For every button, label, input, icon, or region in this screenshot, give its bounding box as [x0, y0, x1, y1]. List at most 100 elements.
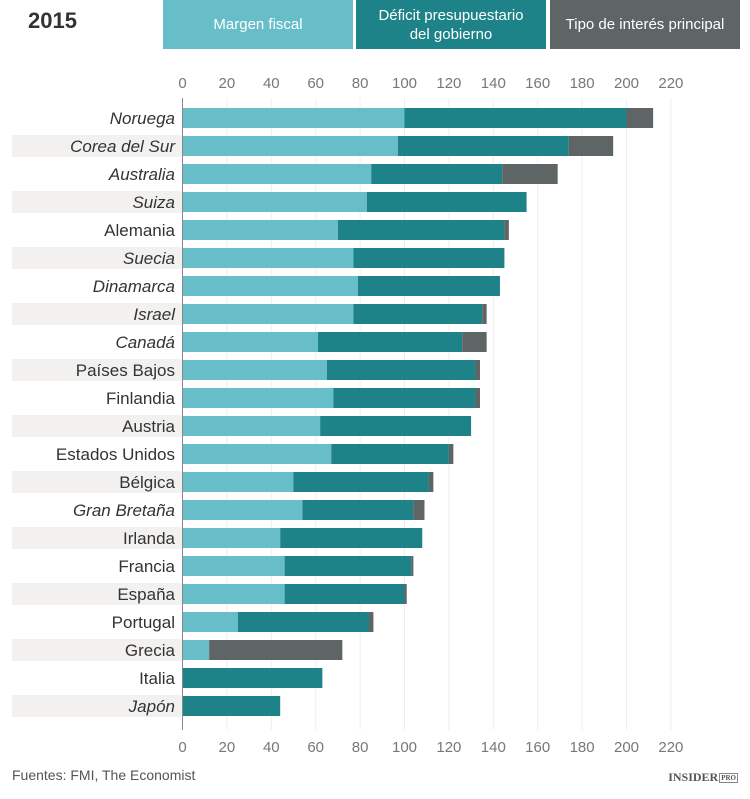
- bar-segment-deficit: [366, 192, 527, 212]
- bar-segment-margen-fiscal: [182, 612, 238, 632]
- label-stripe: [12, 695, 183, 717]
- category-label: Suiza: [132, 193, 175, 212]
- category-label: Irlanda: [123, 529, 176, 548]
- x-tick-label: 100: [392, 739, 417, 756]
- x-tick-label: 140: [481, 739, 506, 756]
- bar-segment-deficit: [397, 136, 569, 156]
- x-tick-label: 200: [614, 739, 639, 756]
- category-label: Israel: [133, 305, 176, 324]
- legend-deficit: Déficit presupuestario del gobierno: [356, 0, 546, 49]
- category-label: Estados Unidos: [56, 445, 175, 464]
- label-stripe: [12, 639, 183, 661]
- bar-segment-deficit: [326, 360, 476, 380]
- x-tick-label: 160: [525, 75, 550, 92]
- category-label: Portugal: [112, 613, 175, 632]
- category-label: Noruega: [110, 109, 175, 128]
- category-label: Corea del Sur: [70, 137, 176, 156]
- bar-segment-margen-fiscal: [182, 500, 303, 520]
- bar-segment-margen-fiscal: [182, 136, 398, 156]
- bar-segment-margen-fiscal: [182, 304, 354, 324]
- bar-segment-margen-fiscal: [182, 472, 294, 492]
- bar-segment-deficit: [182, 696, 281, 716]
- x-tick-label: 20: [219, 75, 236, 92]
- label-stripe: [12, 527, 183, 549]
- x-tick-label: 0: [178, 75, 186, 92]
- bar-segment-margen-fiscal: [182, 108, 405, 128]
- bar-segment-deficit: [293, 472, 429, 492]
- bar-segment-deficit: [284, 584, 405, 604]
- bar-segment-tipo-interes: [568, 136, 614, 156]
- bar-segment-deficit: [337, 220, 505, 240]
- label-stripe: [12, 471, 183, 493]
- x-tick-label: 40: [263, 75, 280, 92]
- legend-label: Tipo de interés principal: [565, 16, 725, 33]
- category-label: Alemania: [104, 221, 175, 240]
- x-tick-label: 60: [307, 75, 324, 92]
- label-stripe: [12, 191, 183, 213]
- category-label: Japón: [128, 697, 175, 716]
- legend-margen-fiscal: Margen fiscal: [163, 0, 353, 49]
- x-tick-label: 120: [436, 739, 461, 756]
- bar-segment-margen-fiscal: [182, 444, 332, 464]
- source-note: Fuentes: FMI, The Economist: [12, 767, 196, 783]
- bar-segment-tipo-interes: [368, 612, 374, 632]
- bar-segment-deficit: [353, 248, 505, 268]
- bar-segment-margen-fiscal: [182, 556, 285, 576]
- category-label: Dinamarca: [93, 277, 175, 296]
- bar-segment-margen-fiscal: [182, 332, 318, 352]
- label-stripe: [12, 303, 183, 325]
- bar-segment-deficit: [404, 108, 627, 128]
- bar-segment-margen-fiscal: [182, 164, 372, 184]
- bar-segment-deficit: [333, 388, 476, 408]
- x-tick-label: 220: [658, 739, 683, 756]
- category-label: Francia: [118, 557, 175, 576]
- bar-segment-tipo-interes: [475, 360, 480, 380]
- x-tick-label: 120: [436, 75, 461, 92]
- insider-pro-logo: INSIDER PRO: [668, 770, 738, 785]
- x-tick-label: 100: [392, 75, 417, 92]
- bar-segment-tipo-interes: [482, 304, 487, 324]
- bar-segment-margen-fiscal: [182, 360, 327, 380]
- chart-title: 2015: [28, 8, 77, 33]
- bar-segment-margen-fiscal: [182, 584, 285, 604]
- bar-segment-margen-fiscal: [182, 388, 334, 408]
- bar-segment-tipo-interes: [626, 108, 654, 128]
- bar-segment-deficit: [302, 500, 414, 520]
- bar-segment-tipo-interes: [504, 220, 509, 240]
- x-tick-label: 80: [352, 739, 369, 756]
- bar-segment-deficit: [371, 164, 503, 184]
- legend-tipo-interes: Tipo de interés principal: [550, 0, 740, 49]
- x-tick-label: 160: [525, 739, 550, 756]
- category-label: Canadá: [115, 333, 175, 352]
- category-label: Australia: [108, 165, 175, 184]
- bar-segment-margen-fiscal: [182, 528, 281, 548]
- legend-label: Déficit presupuestario: [378, 6, 524, 24]
- logo-text: INSIDER: [668, 770, 719, 784]
- bar-segment-deficit: [284, 556, 412, 576]
- bar-segment-margen-fiscal: [182, 276, 358, 296]
- bar-segment-tipo-interes: [462, 332, 487, 352]
- bar-segment-deficit: [357, 276, 500, 296]
- label-stripe: [12, 583, 183, 605]
- bar-segment-deficit: [238, 612, 369, 632]
- bar-segment-margen-fiscal: [182, 192, 367, 212]
- x-tick-label: 0: [178, 739, 186, 756]
- bar-segment-tipo-interes: [448, 444, 454, 464]
- category-label: Grecia: [125, 641, 176, 660]
- x-tick-label: 180: [570, 739, 595, 756]
- x-tick-label: 220: [658, 75, 683, 92]
- label-stripe: [12, 359, 183, 381]
- legend-label: Margen fiscal: [213, 16, 303, 33]
- label-stripe: [12, 135, 183, 157]
- x-tick-label: 40: [263, 739, 280, 756]
- category-label: Austria: [122, 417, 175, 436]
- x-tick-label: 200: [614, 75, 639, 92]
- bar-segment-deficit: [320, 416, 472, 436]
- bar-segment-margen-fiscal: [182, 416, 321, 436]
- bar-segment-margen-fiscal: [182, 640, 210, 660]
- category-label: Finlandia: [106, 389, 176, 408]
- bar-segment-tipo-interes: [502, 164, 558, 184]
- x-tick-label: 180: [570, 75, 595, 92]
- bar-segment-margen-fiscal: [182, 248, 354, 268]
